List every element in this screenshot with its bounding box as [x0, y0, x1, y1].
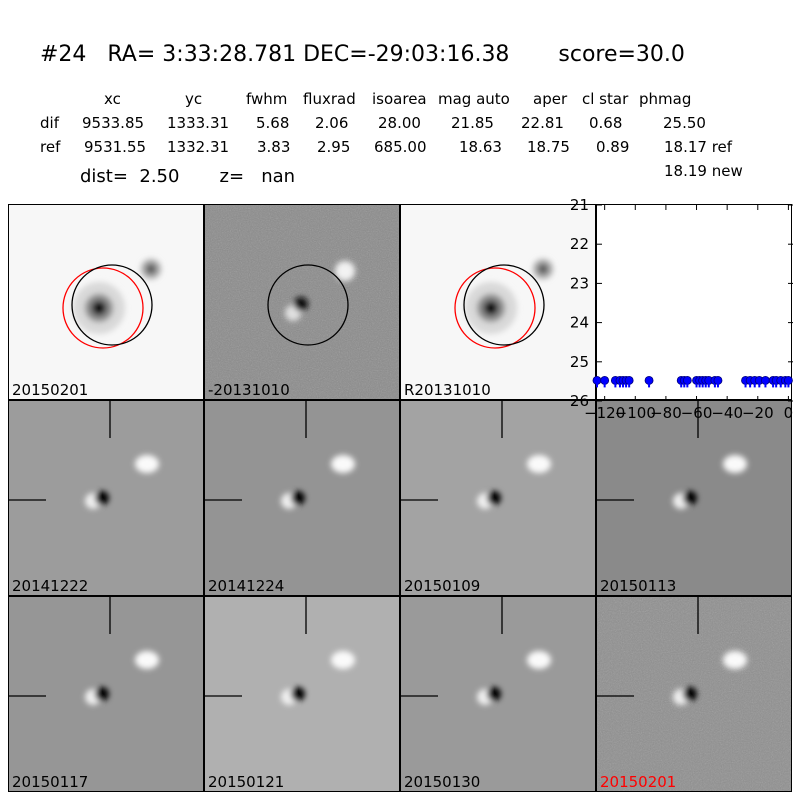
row-label-ref: ref [40, 138, 61, 156]
y-tick-label: 26 [570, 392, 589, 410]
panel-date-label: 20150201 [600, 773, 677, 791]
cutout-image [205, 597, 399, 791]
x-tick-label: −60 [681, 404, 713, 422]
ref-aperture-circle [62, 267, 144, 349]
candidate-title: #24 RA= 3:33:28.781 DEC=-29:03:16.38 sco… [40, 42, 685, 67]
panel-date-label: 20150109 [404, 577, 481, 595]
table-cell: 18.63 [459, 138, 502, 156]
col-header-aper: aper [533, 90, 568, 108]
table-cell: 5.68 [256, 114, 290, 132]
data-point [624, 375, 634, 388]
col-header-isoarea: isoarea [372, 90, 427, 108]
cutout-image [205, 205, 399, 399]
cutout-image [9, 401, 203, 595]
ref-aperture-circle [454, 267, 536, 349]
panel-date-label: 20150121 [208, 773, 285, 791]
y-tick-label: 22 [570, 235, 589, 253]
panel-date-label: 20150117 [12, 773, 89, 791]
col-header-phmag: phmag [639, 90, 692, 108]
panel-date-label: R20131010 [404, 381, 491, 399]
table-cell: 21.85 [451, 114, 494, 132]
col-header-fluxrad: fluxrad [303, 90, 356, 108]
image-panel: 20141224 [204, 400, 400, 596]
table-cell: 28.00 [378, 114, 421, 132]
x-tick-label: −40 [711, 404, 743, 422]
table-cell: 18.17 ref [664, 138, 733, 156]
dif-aperture-circle [267, 264, 349, 346]
data-point [682, 375, 692, 388]
table-cell: 25.50 [663, 114, 706, 132]
image-panel: 20150130 [400, 596, 596, 792]
y-tick-label: 25 [570, 353, 589, 371]
table-cell: 9531.55 [84, 138, 147, 156]
data-point [761, 375, 770, 388]
table-cell: 9533.85 [82, 114, 145, 132]
image-panel: 20150117 [8, 596, 204, 792]
cutout-image [205, 401, 399, 595]
table-cell: 2.06 [315, 114, 349, 132]
panel-date-label: 20141222 [12, 577, 89, 595]
row-label-dif: dif [40, 114, 59, 132]
table-cell: 1332.31 [167, 138, 230, 156]
image-panel: 20150121 [204, 596, 400, 792]
light-curve-plot: 21 22 23 24 25 26 −120 −100 −80 −60 −40 −20 0 [570, 196, 793, 422]
table-cell: 18.75 [527, 138, 570, 156]
table-cell: 2.95 [317, 138, 351, 156]
x-tick-label: −100 [615, 404, 656, 422]
image-panel: 20141222 [8, 400, 204, 596]
x-tick-label: 0 [784, 404, 794, 422]
data-point [600, 375, 610, 388]
y-tick-label: 23 [570, 274, 589, 292]
distance-redshift-line: dist= 2.50 z= nan [80, 166, 296, 187]
cutout-image [9, 597, 203, 791]
image-panel: 20150109 [400, 400, 596, 596]
y-tick-label: 24 [570, 314, 589, 332]
table-cell: 0.68 [589, 114, 623, 132]
table-cell: 0.89 [596, 138, 630, 156]
light-curve-svg: 21 22 23 24 25 26−120−100−80−60−40−20 0 [570, 196, 793, 422]
panel-date-label: 20150201 [12, 381, 89, 399]
panel-date-label: 20141224 [208, 577, 285, 595]
data-point [644, 375, 654, 388]
image-panel: 20150201 [596, 596, 792, 792]
col-header-fwhm: fwhm [246, 90, 288, 108]
image-panel: R20131010 [400, 204, 596, 400]
new-magnitude: 18.19 new [664, 162, 743, 180]
x-tick-label: −120 [584, 404, 625, 422]
image-panel: 20150201 [8, 204, 204, 400]
table-cell: 1333.31 [167, 114, 230, 132]
x-tick-label: −80 [650, 404, 682, 422]
data-point [784, 375, 793, 388]
col-header-xc: xc [104, 90, 121, 108]
col-header-yc: yc [185, 90, 203, 108]
panel-date-label: 20150130 [404, 773, 481, 791]
dif-aperture-circle [463, 264, 545, 346]
x-tick-label: −20 [742, 404, 774, 422]
table-cell: 3.83 [257, 138, 291, 156]
panel-date-label: -20131010 [208, 381, 290, 399]
col-header-mag-auto: mag auto [438, 90, 510, 108]
cutout-image [597, 401, 791, 595]
cutout-image [597, 597, 791, 791]
panel-date-label: 20150113 [600, 577, 677, 595]
col-header-cl-star: cl star [582, 90, 629, 108]
dif-aperture-circle [71, 264, 153, 346]
cutout-image [401, 205, 595, 399]
data-point [713, 375, 723, 388]
y-tick-label: 21 [570, 196, 589, 214]
cutout-image [401, 597, 595, 791]
cutout-image [401, 401, 595, 595]
cutout-image [9, 205, 203, 399]
image-panel: 20150113 [596, 400, 792, 596]
image-panel: -20131010 [204, 204, 400, 400]
table-cell: 685.00 [374, 138, 427, 156]
table-cell: 22.81 [521, 114, 564, 132]
